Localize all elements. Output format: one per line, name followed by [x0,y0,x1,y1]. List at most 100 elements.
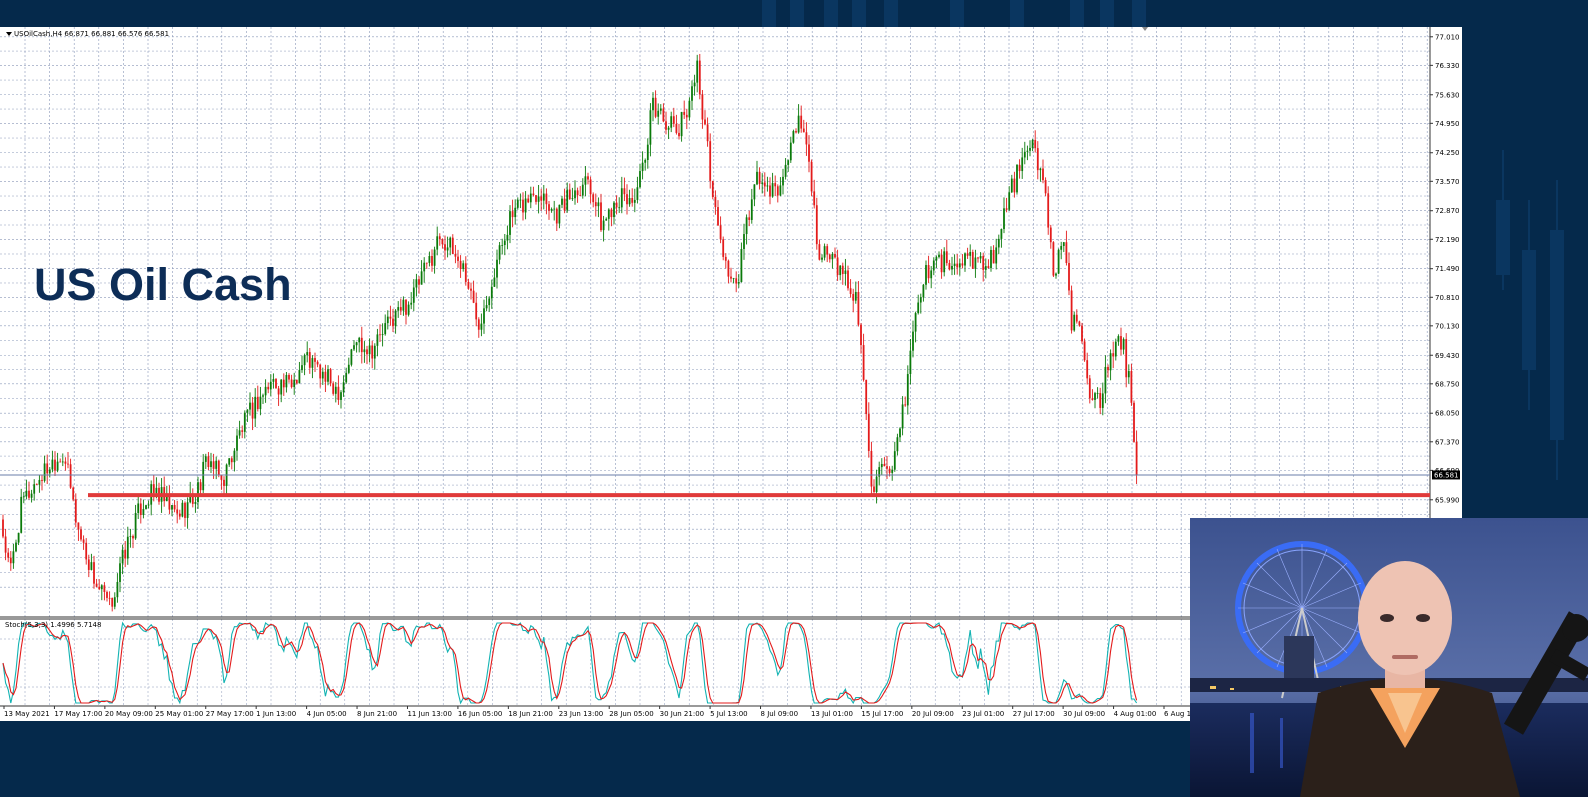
candle-body [792,131,795,143]
candle-body [789,142,792,161]
candle-body [207,456,210,468]
candle-body [844,270,847,274]
candle-body [405,299,407,315]
candle-body [1107,366,1109,371]
candle-body [709,141,712,181]
candle-body [878,467,881,477]
candle-body [719,225,722,240]
candle-body [784,164,787,177]
candle-body [1018,164,1021,172]
candle-body [1031,140,1034,148]
candle-body [857,291,860,325]
candle-body [2,519,4,537]
price-axis: 77.010 76.330 75.630 74.950 74.250 73.570 72.8… [1430,33,1460,592]
candle-body [659,108,662,111]
candle-body [1070,290,1073,331]
candle-body [80,529,82,540]
candle-body [797,115,800,133]
price-tick-label: 68.050 [1435,410,1460,418]
candle-body [912,331,914,351]
candle-body [41,479,43,481]
candle-body [875,476,878,492]
candle-body [363,349,366,353]
candle-body [511,211,514,218]
overlay-title: US Oil Cash [34,259,292,310]
candle-body [667,127,670,130]
candle-body [1047,193,1050,228]
webcam-scene [1190,518,1588,797]
candle-body [737,282,740,284]
candle-body [477,319,480,330]
time-tick-label: 20 Jul 09:00 [912,710,954,718]
time-tick-label: 13 May 2021 [4,710,50,718]
candle-body [529,193,532,203]
candle-body [860,324,862,346]
candle-body [506,234,509,241]
candle-body [67,463,69,465]
candle-body [883,463,886,467]
candle-body [867,414,870,451]
candle-body [15,542,17,552]
candle-body [433,249,436,266]
candle-body [311,358,314,368]
candle-body [1096,392,1099,394]
candle-body [423,262,426,272]
candle-body [69,464,72,488]
candle-body [641,162,644,172]
candle-body [303,355,306,366]
candle-body [992,249,995,264]
candle-body [670,116,673,128]
candle-body [932,260,935,271]
candle-body [584,176,587,185]
candle-body [922,284,925,298]
candle-body [813,191,816,206]
candle-body [847,270,849,289]
candle-body [815,205,818,245]
chart-canvas[interactable]: 77.010 76.330 75.630 74.950 74.250 73.570 72.8… [0,27,1462,721]
candle-body [454,253,457,257]
candle-body [321,371,324,379]
price-tick-label: 74.250 [1435,149,1460,157]
candle-body [948,263,951,270]
candle-body [1068,262,1070,291]
candle-body [165,493,168,502]
price-tick-label: 72.870 [1435,207,1460,215]
candle-body [436,236,439,250]
candle-body [1086,360,1089,379]
candle-body [223,479,225,486]
candle-body [886,466,888,469]
candle-body [126,536,129,559]
candle-body [46,463,49,474]
candle-body [631,197,634,203]
candle-body [795,131,797,133]
candle-body [475,302,478,320]
candle-body [314,358,316,362]
candle-body [197,482,199,503]
candle-body [662,108,665,122]
candle-body [852,293,855,301]
candle-body [9,557,12,564]
dropdown-triangle-icon[interactable] [6,32,12,36]
price-tick-label: 77.010 [1435,33,1460,41]
candle-body [1049,227,1052,243]
candle-body [639,171,641,188]
candle-body [467,281,470,289]
candle-body [95,583,98,587]
candle-body [782,176,784,186]
candle-body [194,502,197,504]
candle-body [501,245,504,246]
candle-body [238,430,241,436]
price-tick-label: 67.370 [1435,438,1460,446]
time-tick-label: 11 Jun 13:00 [407,710,451,718]
candle-body [711,180,714,197]
stoch-indicator-label: Stoch(5,3,3) 1.4996 5.7148 [5,621,102,629]
price-tick-label: 70.810 [1435,294,1460,302]
candle-body [958,263,961,268]
candle-body [462,263,465,269]
candle-body [407,304,410,315]
candle-body [761,182,764,184]
candle-body [373,345,376,359]
candle-body [997,238,1000,248]
candle-body [698,60,701,95]
candle-body [717,207,719,226]
